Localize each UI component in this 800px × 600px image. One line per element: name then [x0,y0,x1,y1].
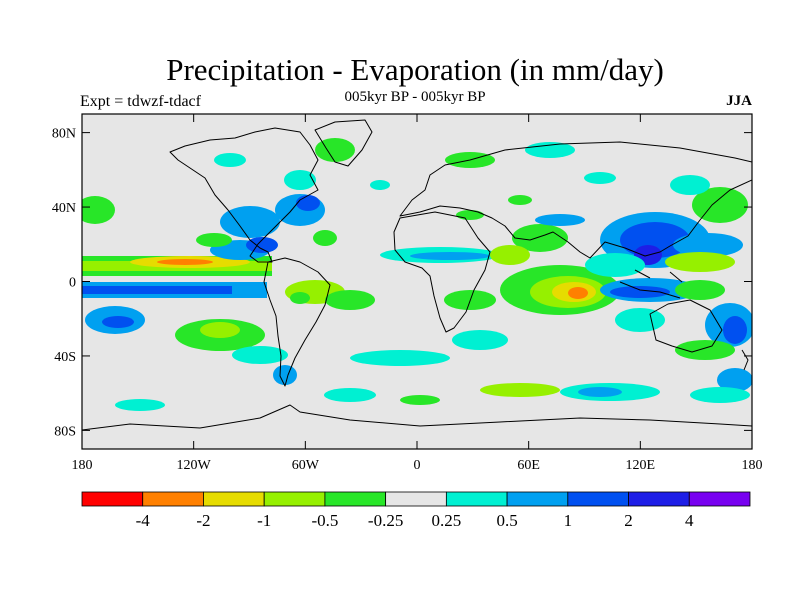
experiment-label: Expt = tdwzf-tdacf [80,93,201,110]
colorbar-label-0: -4 [136,511,151,530]
colorbar-label-2: -1 [257,511,271,530]
colorbar-swatch-6 [445,491,508,507]
coastline-south-america [263,257,331,387]
colorbar-swatch-3 [263,491,326,507]
lon-tick-label-60e-4: 60E [517,458,540,473]
colorbar-label-6: 0.5 [496,511,517,530]
coastline-africa [393,211,491,333]
colorbar-swatch-10 [688,491,751,507]
lon-tick-label-180-6: 180 [742,458,763,473]
coastline-north-america [169,127,319,263]
season-label: JJA [726,93,752,109]
colorbar-swatch-7 [506,491,569,507]
coastline-australia [649,299,723,353]
colorbar-swatch-1 [142,491,204,507]
colorbar-swatch-5 [385,491,447,507]
coastlines [82,119,752,431]
map-panel: 80N 40N 0 40S 80S 180 120W 60W 0 60E 120E 180 [52,113,763,473]
lat-tick-label-40s: 40S [54,350,76,365]
colorbar-swatch-4 [324,491,387,507]
colorbar-label-7: 1 [564,511,573,530]
plot-subtitle: 005kyr BP - 005kyr BP [344,89,486,105]
lat-tick-label-40n: 40N [52,201,76,216]
colorbar-swatch-9 [628,491,690,507]
latitude-axis: 80N 40N 0 40S 80S [52,127,752,439]
colorbar-swatch-8 [567,491,629,507]
longitude-axis: 180 120W 60W 0 60E 120E 180 [72,114,763,473]
lat-tick-label-80s: 80S [54,424,76,439]
plot-title: Precipitation - Evaporation (in mm/day) [166,52,664,87]
colorbar-label-1: -2 [196,511,210,530]
lon-tick-label-60w-2: 60W [292,458,320,473]
colorbar-label-9: 4 [685,511,694,530]
coastline-eurasia [399,141,752,259]
colorbar-swatch-2 [203,491,265,507]
lon-tick-label-0-3: 0 [414,458,421,473]
colorbar-swatch-0 [81,491,144,507]
lon-tick-label-120e-5: 120E [626,458,656,473]
coastline-new-zealand [741,349,749,371]
colorbar-label-8: 2 [624,511,633,530]
lat-tick-label-0: 0 [69,276,76,291]
coastline-maritime-continent [619,269,683,299]
pe-anomaly-field [82,138,752,411]
colorbar-label-4: -0.25 [368,511,403,530]
coastline-greenland [314,119,373,167]
lon-tick-label-120w-1: 120W [177,458,212,473]
colorbar: -4 -2 -1 -0.5 -0.25 0.25 0.5 1 2 4 [81,491,751,530]
colorbar-label-5: 0.25 [431,511,461,530]
colorbar-label-3: -0.5 [311,511,338,530]
lon-tick-label-180-0: 180 [72,458,93,473]
coastline-antarctica [82,404,752,431]
lat-tick-label-80n: 80N [52,127,76,142]
